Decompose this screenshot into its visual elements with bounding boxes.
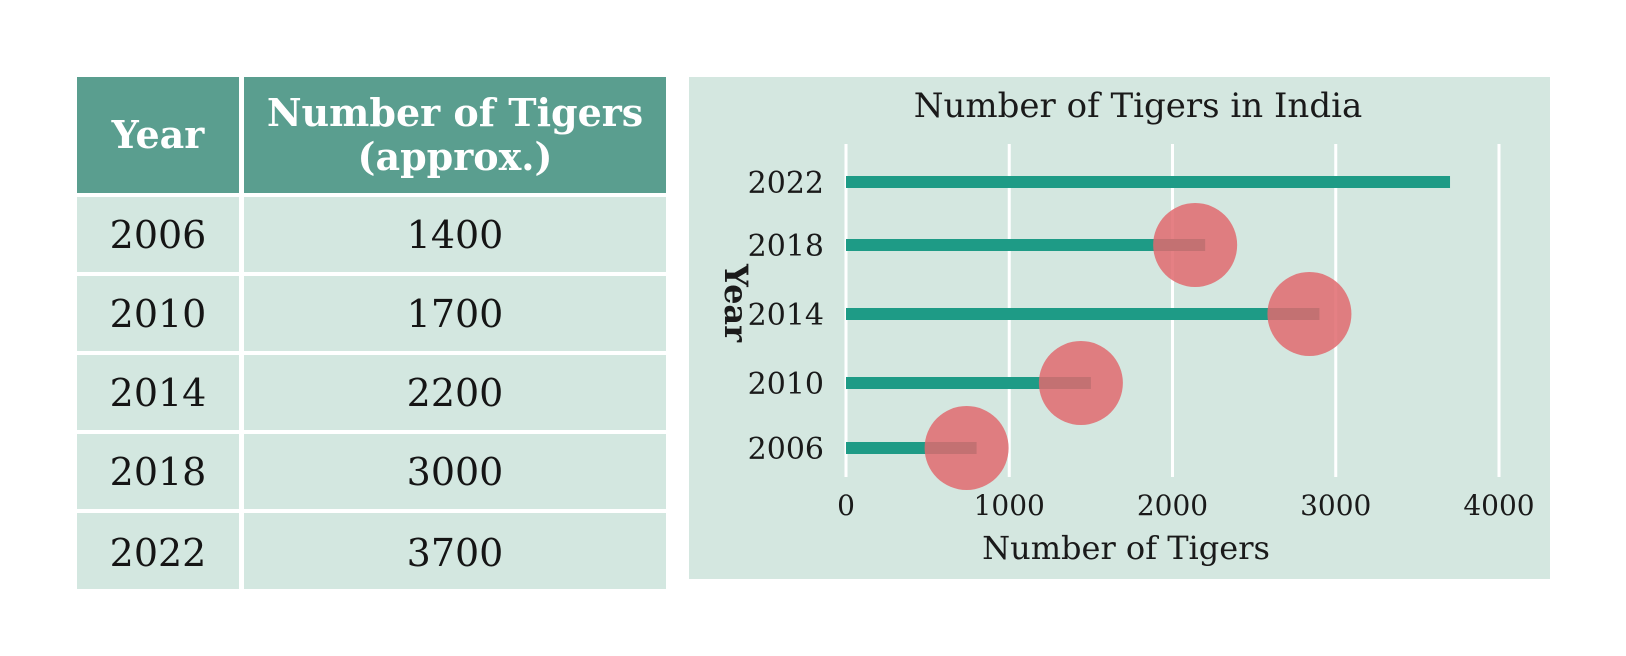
bar [846,239,1206,251]
header-year: Year [77,77,242,195]
table-row: 2010 1700 [77,272,666,353]
x-tick-label: 2000 [1137,489,1208,522]
marker-layer [924,203,1352,490]
highlight-marker [924,406,1009,490]
x-tick-label: 3000 [1300,489,1371,522]
cell-year: 2022 [77,509,242,589]
table-row: 2018 3000 [77,430,666,511]
header-tigers-label: Number of Tigers (approx.) [266,90,644,179]
cell-year: 2018 [77,430,242,511]
table-row: 2014 2200 [77,351,666,432]
cell-year: 2010 [77,272,242,353]
x-tick-label: 1000 [974,489,1045,522]
x-axis-label: Number of Tigers [982,529,1270,567]
table-row: 2022 3700 [77,509,666,589]
y-tick-label: 2010 [748,367,824,402]
cell-year: 2014 [77,351,242,432]
y-axis-label: Year [717,263,755,343]
table-header-row: Year Number of Tigers (approx.) [77,77,666,195]
bar [846,377,1091,389]
cell-year: 2006 [77,193,242,274]
table-row: 2006 1400 [77,193,666,274]
cell-tigers: 3000 [239,430,666,511]
tick-layer: 0 1000 2000 3000 4000 2022 2018 2014 2010 2006 [748,166,1535,522]
header-number-of-tigers: Number of Tigers (approx.) [239,77,666,195]
y-tick-label: 2014 [748,298,824,333]
cell-tigers: 3700 [239,509,666,589]
bar-chart: Number of Tigers in India 0 1000 2000 3000 4… [717,86,1535,567]
bar-layer [846,176,1451,454]
y-tick-label: 2018 [748,229,824,264]
cell-tigers: 2200 [239,351,666,432]
highlight-marker [1038,341,1123,425]
highlight-marker [1153,203,1238,287]
chart-title: Number of Tigers in India [914,86,1362,126]
cell-tigers: 1700 [239,272,666,353]
chart-panel: Number of Tigers in India 0 1000 2000 3000 4… [689,77,1550,579]
cell-tigers: 1400 [239,193,666,274]
bar [846,176,1451,188]
y-tick-label: 2006 [748,432,824,467]
x-tick-label: 4000 [1463,489,1534,522]
y-tick-label: 2022 [748,166,824,201]
highlight-marker [1267,272,1352,356]
header-year-label: Year [111,112,205,157]
x-tick-label: 0 [837,489,855,522]
bar [846,308,1320,320]
data-table: Year Number of Tigers (approx.) 2006 140… [77,77,666,589]
